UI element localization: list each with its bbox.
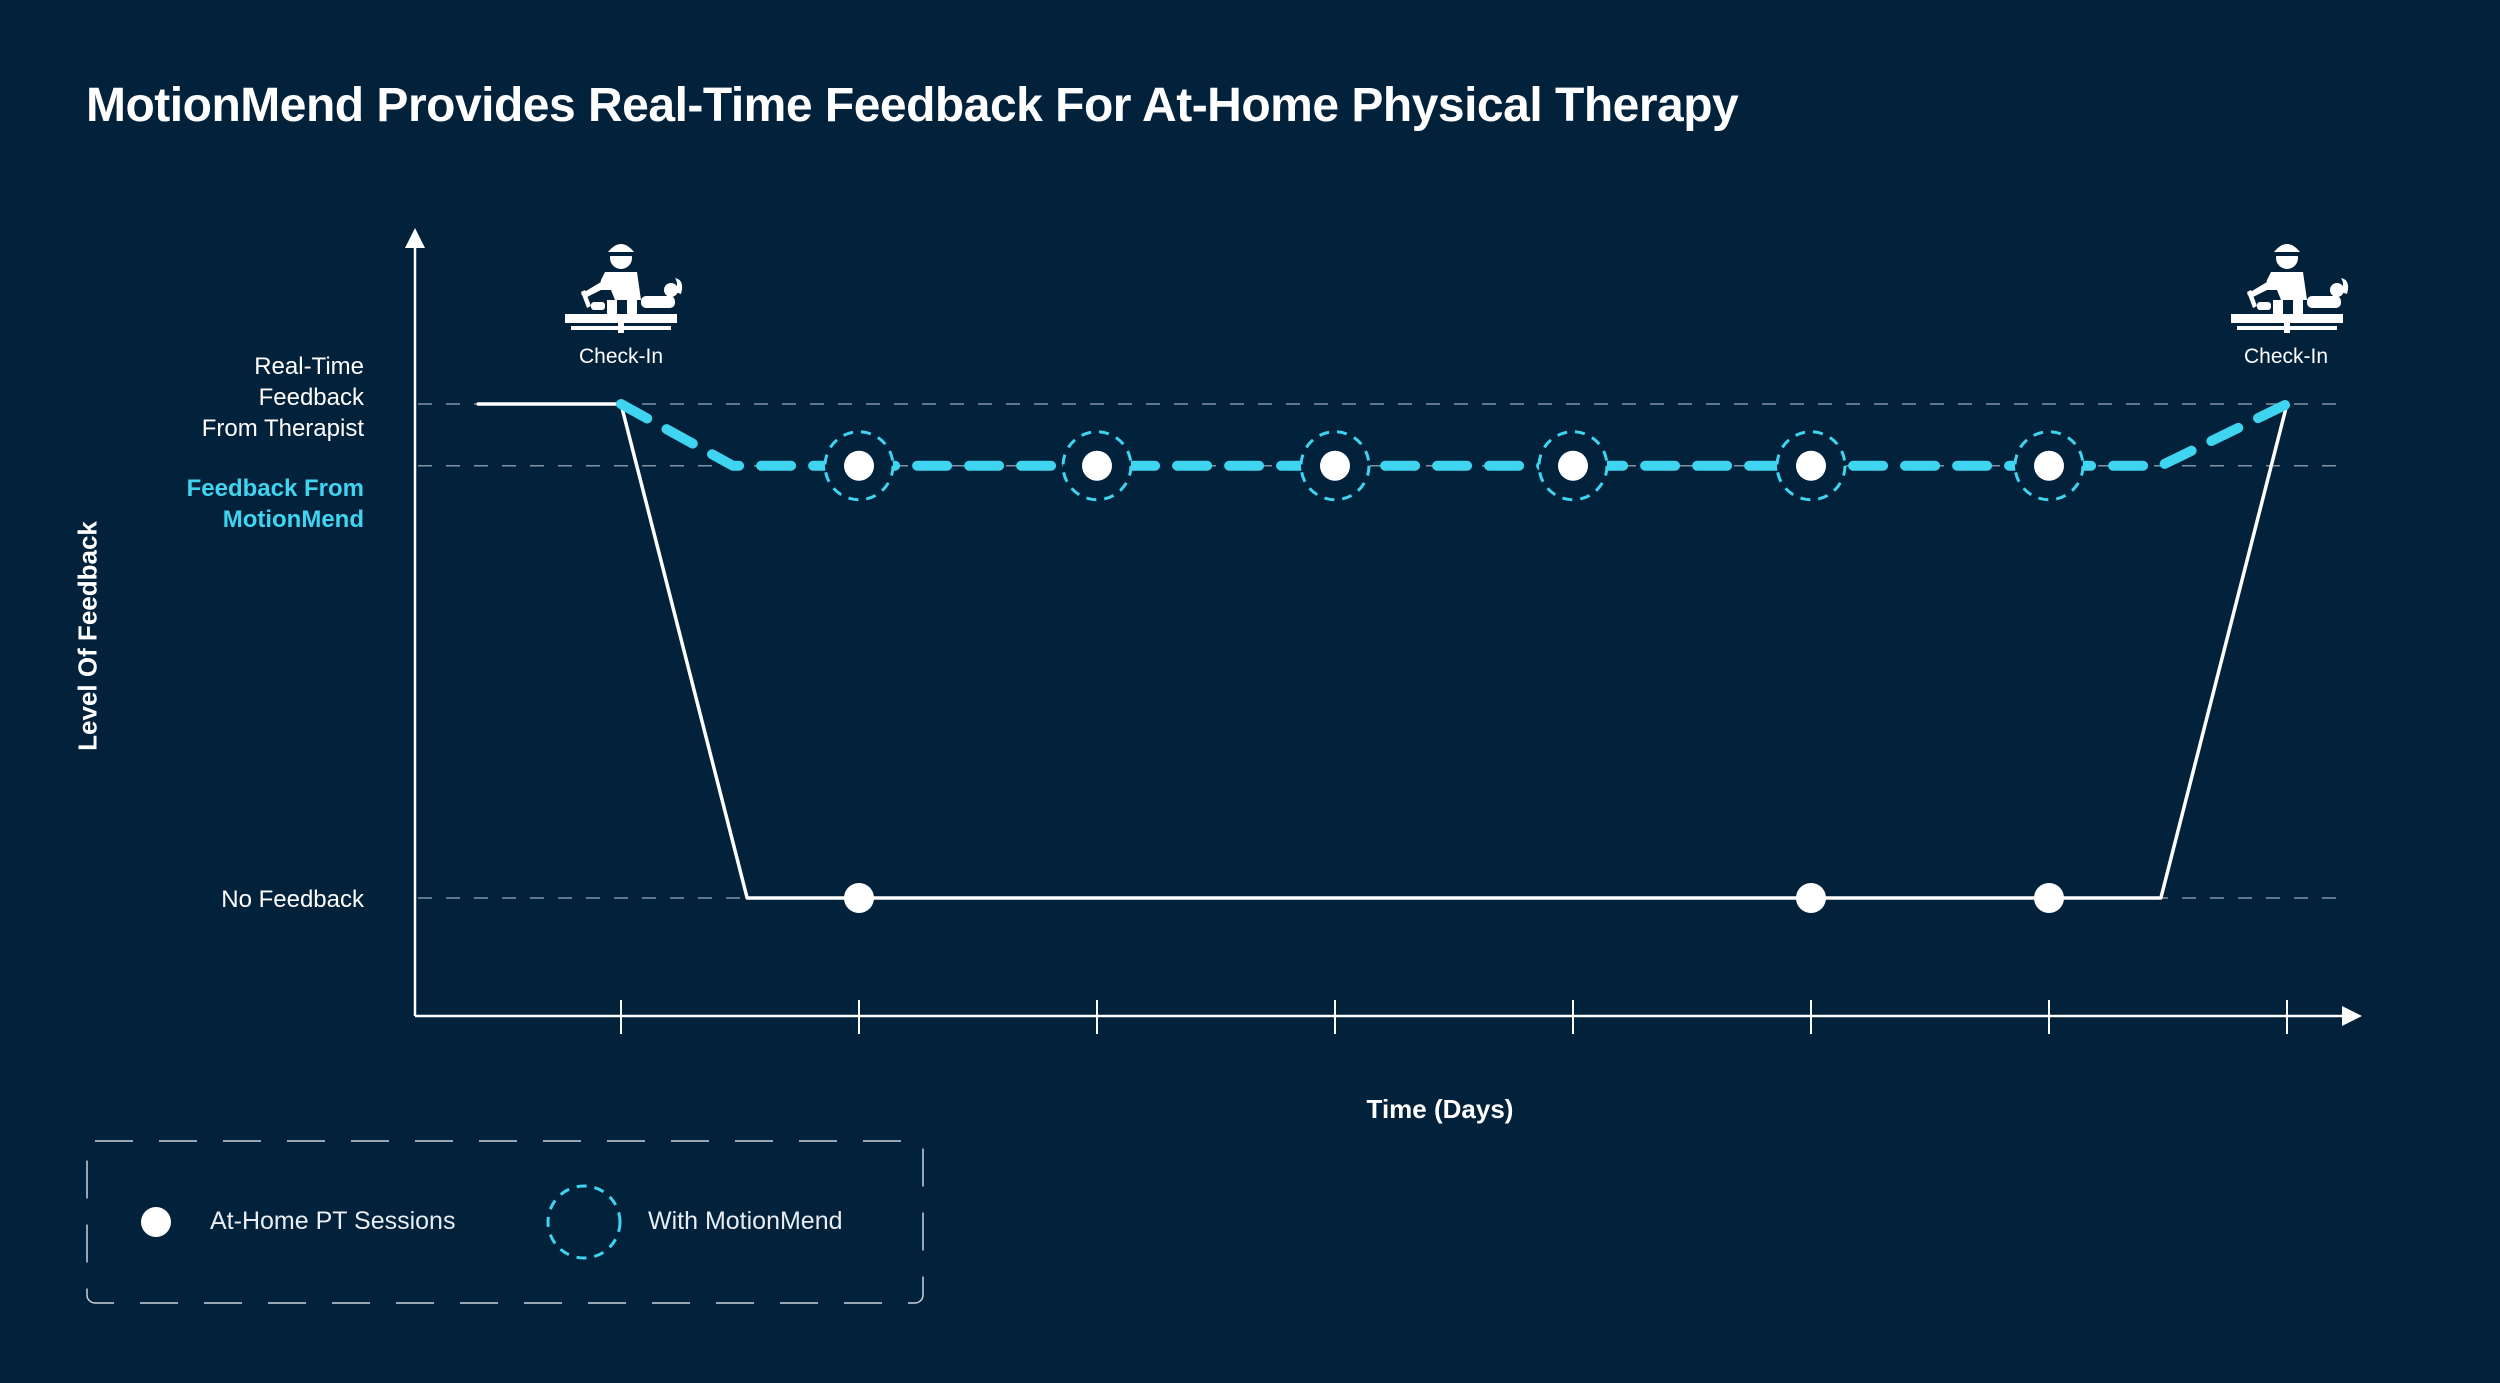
session-point-motionmend-day-5	[1558, 450, 1588, 481]
session-point-motionmend-day-3	[1082, 450, 1112, 481]
legend-label-sessions: At-Home PT Sessions	[210, 1207, 456, 1235]
session-point-no-feedback-day-6	[1796, 883, 1826, 913]
level-label-therapist: Real-Time Feedback From Therapist	[201, 353, 364, 442]
level-label-no-feedback: No Feedback	[221, 886, 364, 913]
session-point-motionmend-day-4	[1320, 450, 1350, 481]
y-axis-label: Level Of Feedback	[72, 521, 103, 751]
therapist-massage-icon	[2231, 244, 2349, 333]
legend-box	[86, 1140, 924, 1304]
session-point-motionmend-day-6	[1796, 450, 1826, 481]
session-point-motionmend-day-2	[844, 450, 874, 481]
series-line-with	[616, 399, 2292, 471]
session-point-no-feedback-day-7	[2034, 883, 2064, 913]
level-label-motionmend: Feedback From MotionMend	[186, 475, 364, 533]
legend-motionmend-marker	[546, 1184, 622, 1260]
legend-session-marker	[141, 1207, 171, 1237]
x-axis-label: Time (Days)	[1366, 1094, 1514, 1124]
legend-label-motionmend: With MotionMend	[648, 1207, 843, 1235]
session-point-no-feedback-day-2	[844, 883, 874, 913]
checkin-label-end: Check-In	[2243, 345, 2329, 368]
checkin-label-start: Check-In	[578, 345, 664, 368]
session-point-motionmend-day-7	[2034, 450, 2064, 481]
chart-title: MotionMend Provides Real-Time Feedback F…	[86, 79, 1739, 132]
therapist-massage-icon	[565, 244, 683, 333]
series-line-without	[476, 402, 2289, 900]
